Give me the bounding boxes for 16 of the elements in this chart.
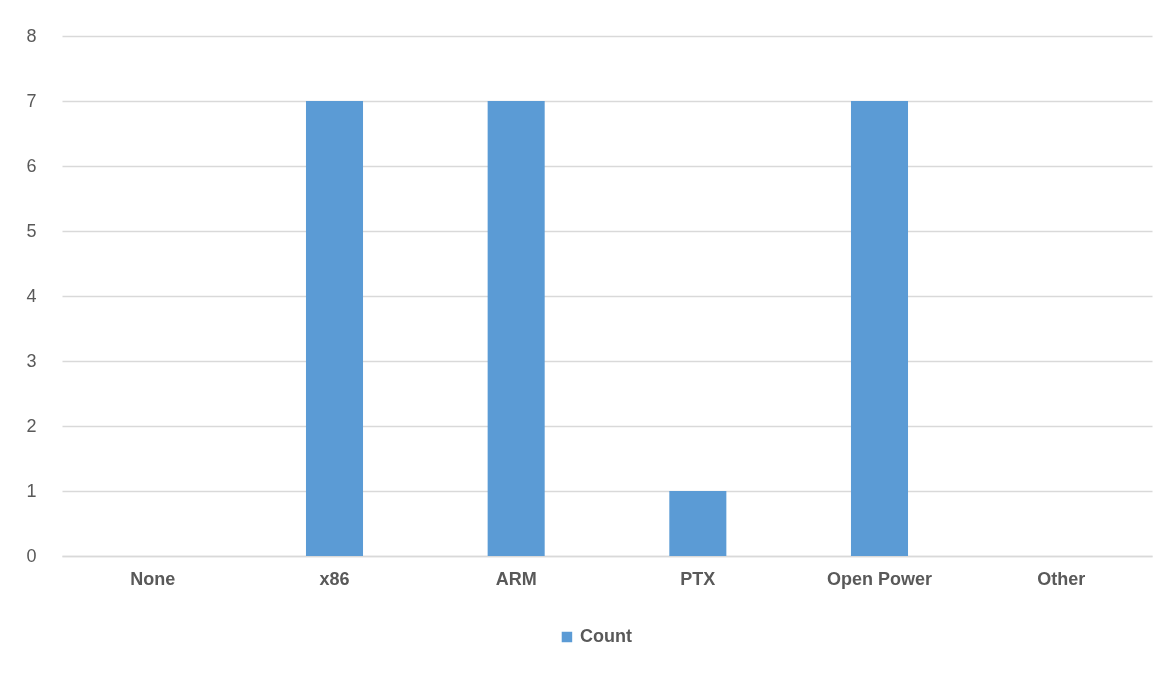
y-tick-label: 1 [26, 480, 37, 501]
y-tick-label: 5 [26, 220, 37, 241]
x-tick-label: Open Power [826, 568, 933, 589]
y-tick-label: 2 [26, 415, 37, 436]
x-tick-label: ARM [495, 568, 537, 589]
legend-label: Count [579, 626, 632, 646]
x-tick-label: Other [1037, 568, 1086, 589]
x-tick-label: PTX [680, 568, 716, 589]
y-tick-label: 4 [26, 285, 37, 306]
y-tick-label: 0 [26, 545, 37, 566]
y-tick-label: 6 [26, 155, 37, 176]
x-tick-label: None [130, 568, 176, 589]
y-tick-label: 3 [26, 350, 37, 371]
y-tick-label: 8 [26, 25, 37, 46]
y-tick-label: 7 [26, 90, 37, 111]
x-tick-label: x86 [319, 568, 350, 589]
